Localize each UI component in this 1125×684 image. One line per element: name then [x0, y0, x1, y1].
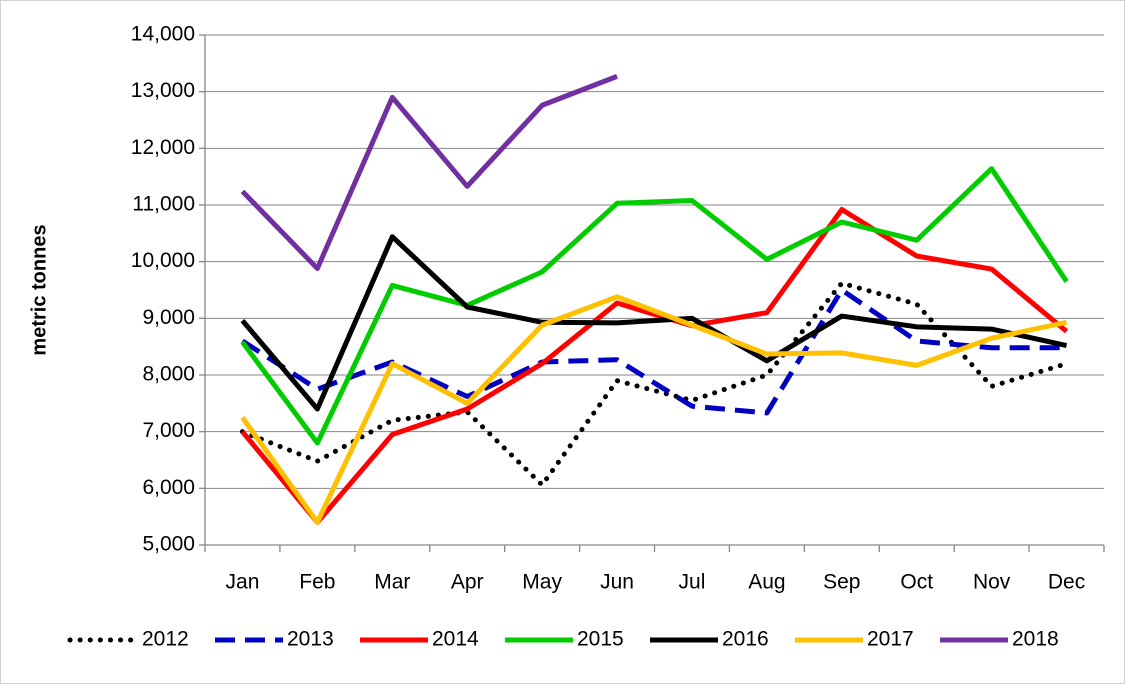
legend-label: 2015	[577, 628, 624, 651]
legend-label: 2018	[1012, 628, 1059, 651]
y-tick-label: 5,000	[142, 533, 195, 556]
x-tick-label: Oct	[900, 571, 933, 594]
series-line	[240, 207, 1069, 525]
x-tick-label: Jan	[226, 571, 260, 594]
series-line	[240, 234, 1068, 412]
x-tick-label: Apr	[451, 571, 484, 594]
x-tick-label: Dec	[1048, 571, 1085, 594]
y-tick-label: 13,000	[131, 79, 195, 102]
series-line	[239, 280, 1070, 488]
legend-label: 2016	[722, 628, 769, 651]
x-tick-label: Sep	[823, 571, 860, 594]
legend-label: 2012	[142, 628, 189, 651]
legend-label: 2013	[287, 628, 334, 651]
y-tick-label: 7,000	[142, 419, 195, 442]
x-tick-label: Nov	[973, 571, 1011, 594]
x-tick-label: Aug	[748, 571, 785, 594]
y-tick-label: 14,000	[131, 23, 195, 46]
series-line	[240, 166, 1069, 446]
x-tick-label: Jul	[679, 571, 706, 594]
x-tick-label: Feb	[299, 571, 335, 594]
x-tick-label: May	[522, 571, 562, 594]
legend-label: 2017	[867, 628, 914, 651]
y-tick-label: 11,000	[132, 193, 195, 216]
x-tick-label: Mar	[374, 571, 410, 594]
y-tick-label: 8,000	[142, 363, 195, 386]
x-tick-label: Jun	[600, 571, 634, 594]
y-tick-label: 6,000	[142, 476, 195, 499]
series-line	[240, 294, 1068, 525]
legend-label: 2014	[432, 628, 479, 651]
series-line	[241, 287, 1067, 416]
y-axis-label: metric tonnes	[28, 224, 50, 355]
y-tick-label: 12,000	[131, 136, 195, 159]
y-tick-label: 10,000	[131, 249, 195, 272]
series-line	[240, 74, 618, 271]
y-tick-label: 9,000	[142, 306, 195, 329]
